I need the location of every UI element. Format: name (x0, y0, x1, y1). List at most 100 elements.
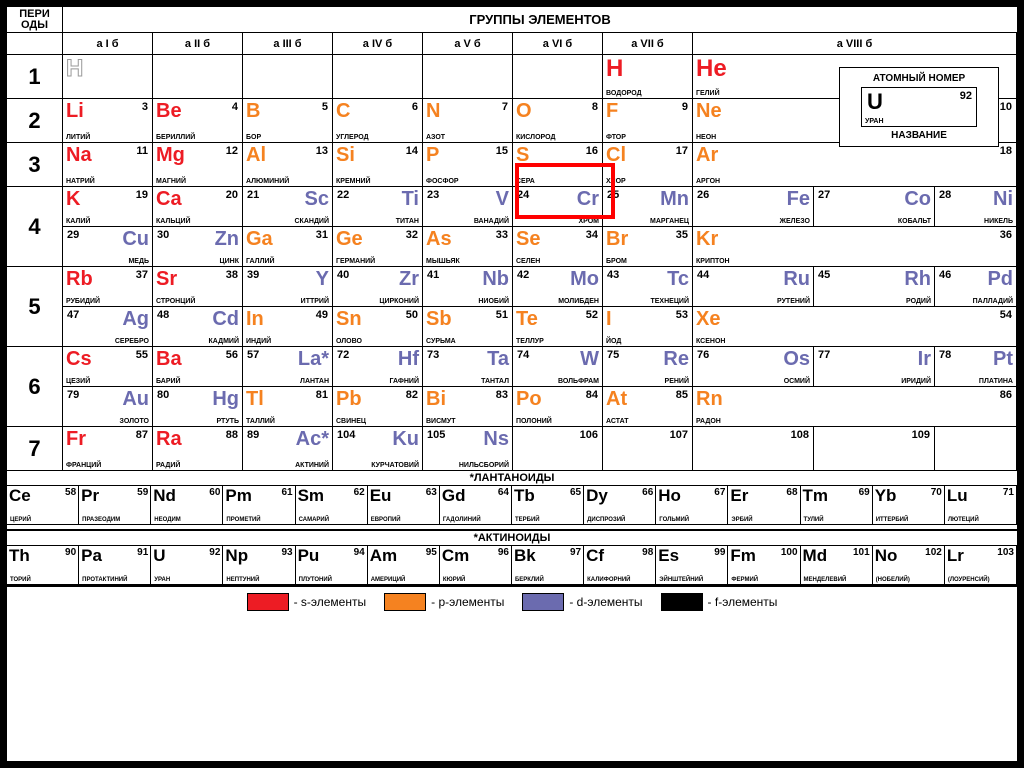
element-name: ТИТАН (396, 218, 419, 225)
atomic-number: 55 (136, 349, 148, 361)
atomic-number: 38 (226, 269, 238, 281)
atomic-number: 79 (67, 389, 79, 401)
atomic-number: 5 (322, 101, 328, 113)
legend-item: - p-элементы (384, 593, 504, 611)
element-cell: Ar18АРГОН (693, 143, 1017, 187)
element-symbol: Kr (696, 228, 718, 250)
atomic-number: 109 (912, 429, 930, 441)
element-symbol: Np (225, 546, 248, 565)
element-name: АКТИНИЙ (295, 462, 329, 469)
atomic-number: 56 (226, 349, 238, 361)
element-symbol: Ba (156, 348, 182, 370)
element-name: РОДИЙ (906, 298, 931, 305)
element-symbol: Th (9, 546, 30, 565)
element-symbol: Mg (156, 144, 185, 166)
element-cell: Rb37РУБИДИЙ (63, 267, 153, 307)
element-symbol: U (153, 546, 165, 565)
element-cell: Xe54КСЕНОН (693, 307, 1017, 347)
element-name: СЕРА (516, 178, 535, 185)
element-name: ПЛАТИНА (979, 378, 1013, 385)
element-cell: C6УГЛЕРОД (333, 99, 423, 143)
element-symbol: Li (66, 100, 84, 122)
element-name: СВИНЕЦ (336, 418, 366, 425)
element-cell: Ns105НИЛЬСБОРИЙ (423, 427, 513, 471)
element-cell: Tl81ТАЛЛИЙ (243, 387, 333, 427)
element-cell: Re75РЕНИЙ (603, 347, 693, 387)
atomic-number: 27 (818, 189, 830, 201)
atomic-number: 49 (316, 309, 328, 321)
atomic-number: 36 (1000, 229, 1012, 241)
element-name: АРГОН (696, 178, 720, 185)
element-symbol: Bk (514, 546, 536, 565)
element-cell: Lu71ЛЮТЕЦИЙ (945, 486, 1017, 524)
atomic-number: 39 (247, 269, 259, 281)
period-number: 6 (7, 347, 63, 427)
element-name: ЦЕЗИЙ (66, 378, 90, 385)
element-symbol: Pa (81, 546, 102, 565)
element-name: КЮРИЙ (443, 577, 465, 583)
element-cell: Ni28НИКЕЛЬ (935, 187, 1017, 227)
element-cell: Np93НЕПТУНИЙ (223, 546, 295, 584)
element-cell: Mn25МАРГАНЕЦ (603, 187, 693, 227)
element-symbol: Rb (66, 268, 93, 290)
element-cell: Ac*89АКТИНИЙ (243, 427, 333, 471)
element-name: АСТАТ (606, 418, 629, 425)
element-symbol: C (336, 100, 350, 122)
element-name: РУТЕНИЙ (777, 298, 810, 305)
element-name: НЕОН (696, 134, 716, 141)
period-row: 7Fr87ФРАНЦИЙRa88РАДИЙAc*89АКТИНИЙKu104КУ… (7, 427, 1017, 471)
element-cell: No102(НОБЕЛИЙ) (873, 546, 945, 584)
period-row: 4K19КАЛИЙCa20КАЛЬЦИЙSc21СКАНДИЙTi22ТИТАН… (7, 187, 1017, 267)
element-name: УГЛЕРОД (336, 134, 369, 141)
element-symbol: Fr (66, 428, 86, 450)
atomic-number: 22 (337, 189, 349, 201)
element-symbol: Ar (696, 144, 718, 166)
element-name: АЗОТ (426, 134, 445, 141)
atomic-number: 104 (337, 429, 355, 441)
element-name: МЕДЬ (128, 258, 149, 265)
atomic-number: 94 (354, 547, 365, 558)
element-cell: Se34СЕЛЕН (513, 227, 603, 267)
atomic-number: 14 (406, 145, 418, 157)
atomic-number: 107 (670, 429, 688, 441)
element-cell: Md101МЕНДЕЛЕВИЙ (801, 546, 873, 584)
element-cell: Ag47СЕРЕБРО (63, 307, 153, 347)
atomic-number: 103 (997, 547, 1014, 558)
element-name: УРАН (154, 577, 170, 583)
atomic-number: 11 (136, 145, 148, 157)
atomic-number: 66 (642, 487, 653, 498)
element-symbol: Sm (298, 486, 324, 505)
element-name: БАРИЙ (156, 378, 181, 385)
group-header: а VII б (603, 33, 693, 55)
element-name: МАРГАНЕЦ (650, 218, 689, 225)
actinoids-title: *АКТИНОИДЫ (7, 531, 1017, 546)
element-cell: Fm100ФЕРМИЙ (728, 546, 800, 584)
element-cell: Mo42МОЛИБДЕН (513, 267, 603, 307)
atomic-number: 34 (586, 229, 598, 241)
atomic-number: 28 (939, 189, 951, 201)
atomic-number: 84 (586, 389, 598, 401)
atomic-number: 71 (1003, 487, 1014, 498)
element-symbol: S (516, 144, 529, 166)
element-name: БОР (246, 134, 261, 141)
period-number: 1 (7, 55, 63, 99)
atomic-number: 73 (427, 349, 439, 361)
element-cell: B5БОР (243, 99, 333, 143)
element-symbol: Pb (336, 388, 362, 410)
element-name: ПЛУТОНИЙ (299, 577, 332, 583)
element-cell: Tm69ТУЛИЙ (801, 486, 873, 524)
atomic-number: 96 (498, 547, 509, 558)
atomic-number: 99 (714, 547, 725, 558)
element-cell: La*57ЛАНТАН (243, 347, 333, 387)
element-name: ФОСФОР (426, 178, 459, 185)
atomic-number: 90 (65, 547, 76, 558)
element-symbol: Gd (442, 486, 466, 505)
element-name: НИКЕЛЬ (984, 218, 1013, 225)
group-header: а V б (423, 33, 513, 55)
element-cell: H (63, 55, 153, 99)
atomic-number: 61 (281, 487, 292, 498)
atomic-number: 68 (786, 487, 797, 498)
atomic-number: 13 (316, 145, 328, 157)
legend-swatch (661, 593, 703, 611)
element-name: ЙОД (606, 338, 621, 345)
